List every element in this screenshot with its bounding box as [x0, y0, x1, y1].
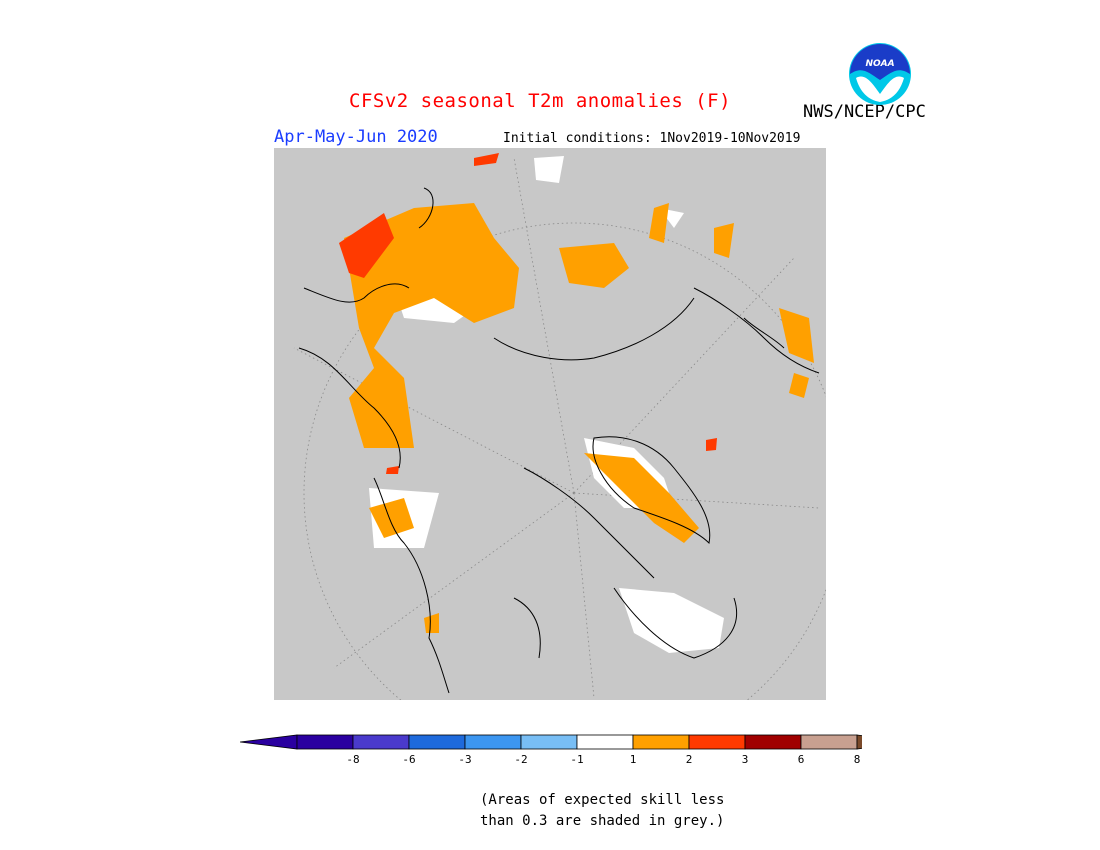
legend-tick-label: -8 [346, 753, 359, 766]
legend-bin-1 [352, 734, 410, 750]
legend-bin-8 [744, 734, 802, 750]
noaa-logo-icon: NOAA [849, 43, 911, 105]
legend-bin-0 [296, 734, 354, 750]
legend-tick-label: -3 [458, 753, 471, 766]
warm-anomaly-2-3-regions [339, 153, 717, 474]
legend-tick-label: 2 [686, 753, 693, 766]
svg-text:NOAA: NOAA [865, 59, 894, 69]
legend-tick-label: 8 [854, 753, 861, 766]
legend-bin-7 [688, 734, 746, 750]
map-title: CFSv2 seasonal T2m anomalies (F) [349, 90, 732, 112]
legend-bin-4 [520, 734, 578, 750]
map-background [274, 148, 826, 700]
legend-labels: -8 -6 -3 -2 -1 1 2 3 6 8 [346, 753, 860, 766]
skill-note-line-2: than 0.3 are shaded in grey.) [480, 813, 725, 829]
legend-bin-9 [800, 734, 858, 750]
legend-under-arrow [240, 734, 298, 750]
legend-tick-label: -1 [570, 753, 583, 766]
polar-map [274, 148, 826, 700]
skill-note-line-1: (Areas of expected skill less [480, 792, 725, 808]
legend-tick-label: -6 [402, 753, 415, 766]
organization-label: NWS/NCEP/CPC [803, 102, 926, 122]
season-label: Apr-May-Jun 2020 [274, 127, 438, 147]
legend-bin-3 [464, 734, 522, 750]
legend-bin-5 [576, 734, 634, 750]
color-legend: -8 -6 -3 -2 -1 1 2 3 6 8 [240, 734, 862, 766]
initial-conditions-label: Initial conditions: 1Nov2019-10Nov2019 [503, 131, 801, 146]
legend-tick-label: 6 [798, 753, 805, 766]
legend-bins [240, 734, 862, 750]
skill-note: (Areas of expected skill less than 0.3 a… [480, 790, 724, 832]
legend-tick-label: 1 [630, 753, 637, 766]
legend-tick-label: -2 [514, 753, 527, 766]
legend-bin-6 [632, 734, 690, 750]
legend-over-arrow [856, 734, 862, 750]
legend-tick-label: 3 [742, 753, 749, 766]
legend-bin-2 [408, 734, 466, 750]
coastlines [298, 187, 820, 694]
